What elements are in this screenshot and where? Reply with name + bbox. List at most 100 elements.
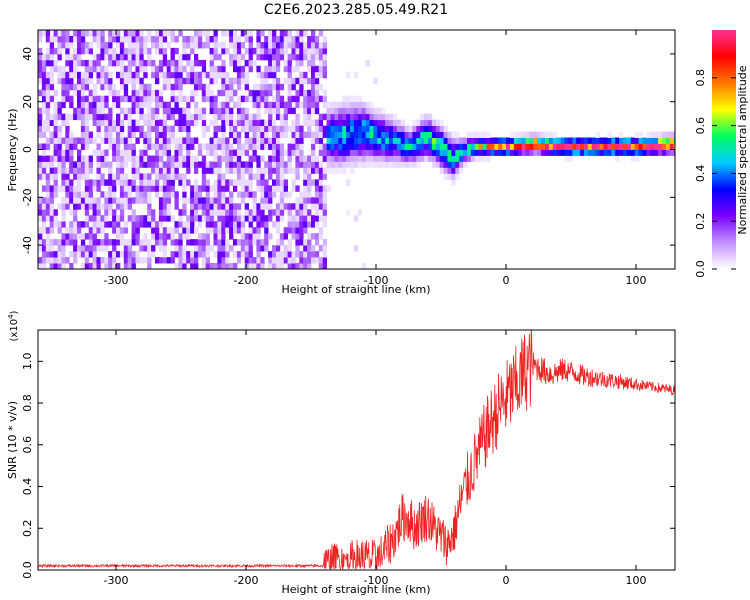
heatmap-cell [439, 155, 444, 162]
heatmap-cell [116, 221, 121, 228]
heatmap-cell [299, 257, 304, 264]
heatmap-cell [84, 179, 90, 186]
heatmap-cell [295, 221, 300, 228]
heatmap-cell [642, 143, 647, 150]
snr-panel: -300 -200 -100 0 100 0.00.20.40.60.81.0 Heig… [6, 310, 676, 596]
heatmap-cell [233, 179, 238, 186]
heatmap-cell [61, 203, 66, 210]
heatmap-cell [41, 215, 47, 222]
x-tick-label: -300 [104, 574, 129, 587]
heatmap-cell [244, 239, 249, 246]
heatmap-cell [209, 209, 214, 216]
heatmap-cell [77, 149, 82, 156]
heatmap-cell [307, 107, 312, 115]
heatmap-cell [318, 245, 324, 252]
heatmap-cell [80, 71, 86, 79]
heatmap-cell [127, 215, 132, 222]
heatmap-cell [143, 197, 148, 204]
heatmap-cell [350, 143, 355, 150]
heatmap-cell [584, 137, 589, 144]
heatmap-cell [139, 239, 144, 246]
heatmap-cell [205, 36, 210, 43]
heatmap-cell [61, 36, 66, 43]
heatmap-cell [451, 149, 456, 156]
heatmap-cell [61, 89, 66, 97]
heatmap-cell [131, 89, 136, 97]
heatmap-cell [291, 131, 296, 138]
heatmap-cell [615, 137, 620, 144]
heatmap-cell [307, 36, 312, 43]
heatmap-cell [373, 149, 378, 156]
heatmap-cell [361, 125, 366, 132]
heatmap-cell [88, 137, 93, 144]
heatmap-cell [283, 125, 288, 132]
heatmap-cell [65, 239, 70, 246]
heatmap-cell [88, 89, 93, 97]
heatmap-cell [240, 239, 246, 246]
heatmap-cell [225, 251, 230, 258]
heatmap-cell [186, 42, 191, 49]
heatmap-cell [116, 143, 121, 150]
heatmap-cell [291, 203, 296, 210]
heatmap-cell [240, 173, 246, 180]
heatmap-cell [123, 239, 129, 246]
heatmap-cell [162, 71, 168, 79]
heatmap-cell [291, 227, 296, 234]
heatmap-cell [334, 167, 339, 174]
heatmap-cell [84, 263, 90, 269]
heatmap-cell [295, 167, 300, 174]
heatmap-cell [587, 149, 593, 156]
heatmap-cell [252, 197, 257, 204]
heatmap-cell [525, 131, 530, 138]
heatmap-cell [45, 47, 51, 55]
heatmap-cell [194, 263, 199, 269]
heatmap-cell [104, 137, 109, 144]
heatmap-cell [252, 209, 257, 216]
heatmap-cell [41, 95, 47, 103]
heatmap-cell [217, 167, 222, 174]
heatmap-cell [443, 155, 448, 162]
heatmap-cell [264, 143, 269, 150]
heatmap-cell [275, 161, 281, 168]
heatmap-cell [65, 137, 70, 144]
heatmap-cell [428, 137, 433, 144]
heatmap-cell [311, 143, 316, 150]
heatmap-cell [170, 65, 175, 73]
heatmap-cell [420, 143, 425, 150]
heatmap-cell [186, 161, 191, 168]
heatmap-cell [244, 77, 249, 85]
heatmap-cell [92, 221, 97, 228]
heatmap-cell [143, 233, 148, 240]
heatmap-cell [116, 203, 121, 210]
heatmap-cell [311, 197, 316, 204]
heatmap-cell [314, 155, 320, 162]
heatmap-cell [334, 113, 339, 121]
heatmap-cell [314, 89, 320, 97]
heatmap-cell [49, 53, 54, 61]
heatmap-cell [377, 107, 382, 115]
heatmap-cell [96, 257, 101, 264]
heatmap-cell [272, 47, 277, 55]
heatmap-cell [381, 107, 386, 115]
heatmap-cell [248, 53, 253, 61]
heatmap-cell [303, 191, 308, 198]
heatmap-cell [318, 263, 324, 269]
heatmap-cell [330, 101, 335, 109]
heatmap-cell [84, 95, 90, 103]
heatmap-cell [84, 161, 90, 168]
heatmap-cell [162, 119, 168, 126]
heatmap-cell [233, 47, 238, 55]
heatmap-cell [77, 107, 82, 115]
heatmap-cell [365, 161, 370, 168]
heatmap-cell [299, 197, 304, 204]
heatmap-cell [268, 167, 273, 174]
heatmap-cell [77, 89, 82, 97]
heatmap-cell [182, 203, 187, 210]
heatmap-cell [572, 137, 577, 144]
heatmap-cell [162, 36, 168, 43]
heatmap-cell [80, 155, 86, 162]
heatmap-cell [143, 89, 148, 97]
heatmap-cell [92, 251, 97, 258]
heatmap-cell [57, 71, 62, 79]
